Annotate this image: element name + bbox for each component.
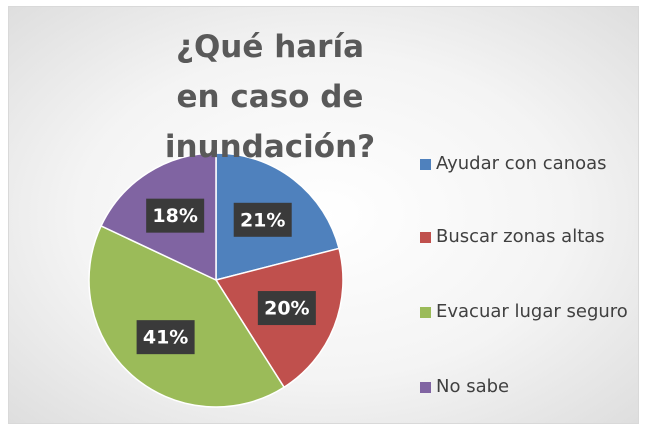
legend-item: Evacuar lugar seguro xyxy=(420,298,636,326)
legend-swatch xyxy=(420,232,431,243)
data-label: 21% xyxy=(240,209,285,231)
pie-slice xyxy=(88,224,286,408)
legend-swatch xyxy=(420,382,431,393)
legend-label: Ayudar con canoas xyxy=(436,153,607,174)
legend-label: Evacuar lugar seguro xyxy=(436,301,628,322)
legend-item: No sabe xyxy=(420,373,636,401)
data-label-box xyxy=(257,291,316,326)
legend-item: Ayudar con canoas xyxy=(420,150,636,178)
data-label: 41% xyxy=(143,327,188,349)
legend-item: Buscar zonas altas xyxy=(420,223,636,251)
chart-title: ¿Qué haría en caso de inundación? xyxy=(164,29,376,165)
data-label: 18% xyxy=(152,205,197,227)
legend-swatch xyxy=(420,307,431,318)
legend-label: Buscar zonas altas xyxy=(436,226,605,247)
data-label: 20% xyxy=(264,298,309,320)
data-label-box xyxy=(233,202,292,237)
legend-swatch xyxy=(420,159,431,170)
data-label-box xyxy=(136,320,195,355)
data-label-box xyxy=(146,198,205,233)
legend-label: No sabe xyxy=(436,376,510,397)
